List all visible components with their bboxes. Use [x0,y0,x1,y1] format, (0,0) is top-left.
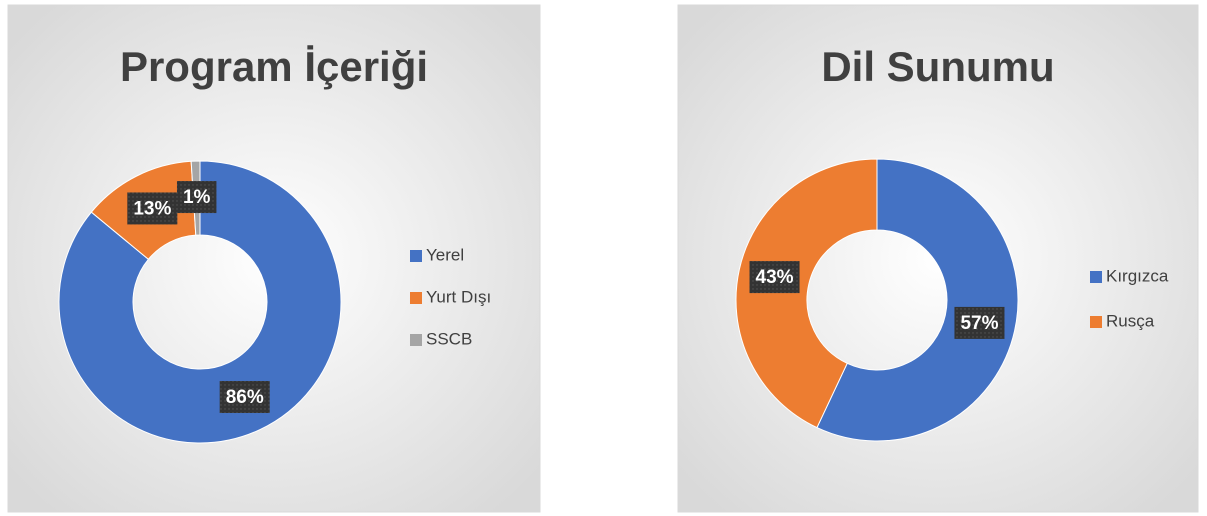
data-label-box [749,261,800,294]
donut-segment [58,160,342,444]
data-label-box [127,192,178,225]
data-label: 1% [183,187,211,208]
donut-segment [816,158,1019,442]
chart-title: Program İçeriği [120,43,428,90]
legend-label: Yurt Dışı [426,287,491,306]
legend-label: Yerel [426,245,464,264]
data-label: 13% [133,198,171,219]
legend-marker [410,250,422,262]
data-label: 57% [960,313,998,334]
legend-marker [410,292,422,304]
data-label-box [176,181,217,214]
data-label-box [954,306,1005,339]
legend-marker [1090,271,1102,283]
legend-label: Kırgızca [1106,266,1169,285]
legend-marker [410,334,422,346]
legend-marker [1090,316,1102,328]
chart-title: Dil Sunumu [821,43,1054,90]
legend-label: SSCB [426,329,472,348]
data-label: 86% [226,387,264,408]
data-label: 43% [756,267,794,288]
legend-label: Rusça [1106,311,1155,330]
data-label-box [219,381,270,414]
donut-segment [735,158,878,429]
